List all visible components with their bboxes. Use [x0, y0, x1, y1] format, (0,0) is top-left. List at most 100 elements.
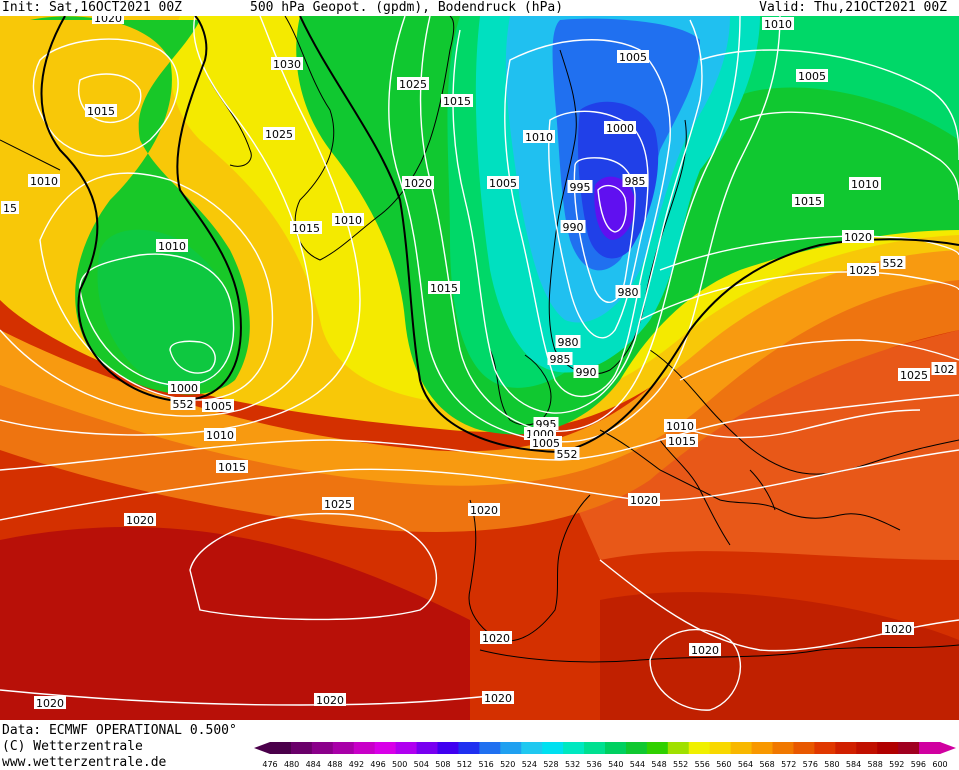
isobar-label: 1010	[664, 419, 696, 433]
svg-text:552: 552	[883, 257, 904, 270]
isobar-label: 1020	[34, 696, 66, 710]
scale-tick-label: 480	[284, 760, 299, 769]
scale-swatch	[584, 742, 606, 754]
svg-text:985: 985	[550, 353, 571, 366]
scale-swatch	[479, 742, 501, 754]
scale-tick-label: 560	[716, 760, 731, 769]
isobar-label: 1015	[792, 194, 824, 208]
scale-tick-label: 580	[824, 760, 839, 769]
isobar-label: 1025	[263, 127, 295, 141]
scale-swatch	[730, 742, 753, 754]
svg-text:980: 980	[618, 286, 639, 299]
scale-swatch	[563, 742, 585, 754]
svg-text:1030: 1030	[273, 58, 301, 71]
scale-tick-label: 508	[435, 760, 450, 769]
svg-text:1020: 1020	[316, 694, 344, 707]
scale-swatch	[709, 742, 732, 754]
isobar-label: 985	[622, 174, 648, 188]
scale-tick-label: 516	[478, 760, 493, 769]
svg-text:1010: 1010	[30, 175, 58, 188]
scale-swatch	[458, 742, 480, 754]
scale-swatch	[856, 742, 878, 754]
scale-swatch	[605, 742, 627, 754]
svg-text:1010: 1010	[334, 214, 362, 227]
isobar-label: 980	[555, 335, 581, 349]
scale-tick-label: 488	[327, 760, 342, 769]
scale-swatch	[814, 742, 836, 754]
scale-tick-label: 476	[262, 760, 277, 769]
color-scale-legend: 476 480 484 488 492 496 500 504 508 512 516 520 524 5…	[254, 742, 956, 769]
isobar-label: 552	[170, 397, 196, 411]
scale-tick-label: 592	[889, 760, 904, 769]
isobar-label: 1000	[168, 381, 200, 395]
scale-tick-label: 540	[608, 760, 623, 769]
isobar-label: 1010	[332, 213, 364, 227]
scale-swatch	[646, 742, 669, 754]
svg-text:1025: 1025	[324, 498, 352, 511]
color-scale-bar	[254, 742, 956, 754]
scale-swatch	[898, 742, 920, 754]
isobar-label: 985	[547, 352, 573, 366]
contour-552	[40, 16, 959, 454]
scale-swatch	[688, 742, 711, 754]
scale-swatch	[416, 742, 438, 754]
valid-time-label: Valid: Thu,21OCT2021 00Z	[759, 0, 947, 15]
isobar-label: 1020	[689, 643, 721, 657]
scale-swatch	[793, 742, 815, 754]
svg-text:1020: 1020	[470, 504, 498, 517]
scale-tick-label: 484	[306, 760, 321, 769]
svg-text:1020: 1020	[630, 494, 658, 507]
svg-text:1015: 1015	[443, 95, 471, 108]
isobar-label: 1020	[480, 631, 512, 645]
isobar-labels: 1020 1010 1030 1005 1025 1005 1015 1015 1025 1010…	[1, 16, 957, 710]
scale-swatch	[772, 742, 794, 754]
isobar-label: 1015	[441, 94, 473, 108]
svg-text:1000: 1000	[170, 382, 198, 395]
field-lightorange	[0, 240, 959, 486]
svg-text:1020: 1020	[844, 231, 872, 244]
scale-swatch	[625, 742, 648, 754]
svg-text:1015: 1015	[794, 195, 822, 208]
scale-swatch	[667, 742, 690, 754]
isobar-label: 1020	[402, 176, 434, 190]
scale-tick-label: 564	[738, 760, 753, 769]
isobar-label: 1020	[468, 503, 500, 517]
svg-text:1020: 1020	[484, 692, 512, 705]
copyright-label: (C) Wetterzentrale	[2, 739, 143, 754]
svg-text:1020: 1020	[482, 632, 510, 645]
svg-text:1010: 1010	[158, 240, 186, 253]
map-title: 500 hPa Geopot. (gpdm), Bodendruck (hPa)	[250, 0, 564, 15]
svg-text:990: 990	[563, 221, 584, 234]
svg-text:990: 990	[576, 366, 597, 379]
isobar-label: 1005	[530, 436, 562, 450]
svg-text:1020: 1020	[36, 697, 64, 710]
scale-tick-label: 556	[695, 760, 710, 769]
scale-tick-label: 596	[911, 760, 926, 769]
scale-tick-label: 524	[522, 760, 537, 769]
isobar-label: 1000	[604, 121, 636, 135]
svg-text:552: 552	[557, 448, 578, 461]
svg-text:1020: 1020	[404, 177, 432, 190]
svg-text:980: 980	[558, 336, 579, 349]
svg-text:1025: 1025	[265, 128, 293, 141]
svg-text:1015: 1015	[218, 461, 246, 474]
scale-arrow-right	[940, 742, 956, 754]
isobar-label: 1015	[85, 104, 117, 118]
isobar-label: 1015	[216, 460, 248, 474]
isobar-label: 1020	[92, 16, 124, 25]
scale-tick-label: 528	[543, 760, 558, 769]
scale-tick-label: 500	[392, 760, 407, 769]
scale-swatch	[835, 742, 857, 754]
isobar-label: 102	[931, 362, 957, 376]
isobar-label: 1005	[487, 176, 519, 190]
color-scale-ticks: 476 480 484 488 492 496 500 504 508 512 516 520 524 5…	[262, 760, 947, 769]
isobar-label: 1010	[762, 17, 794, 31]
scale-tick-label: 548	[651, 760, 666, 769]
scale-tick-label: 600	[932, 760, 947, 769]
svg-text:1020: 1020	[94, 16, 122, 25]
svg-text:1015: 1015	[668, 435, 696, 448]
isobar-label: 1005	[202, 399, 234, 413]
svg-text:552: 552	[173, 398, 194, 411]
scale-swatch	[500, 742, 522, 754]
scale-tick-label: 552	[673, 760, 688, 769]
